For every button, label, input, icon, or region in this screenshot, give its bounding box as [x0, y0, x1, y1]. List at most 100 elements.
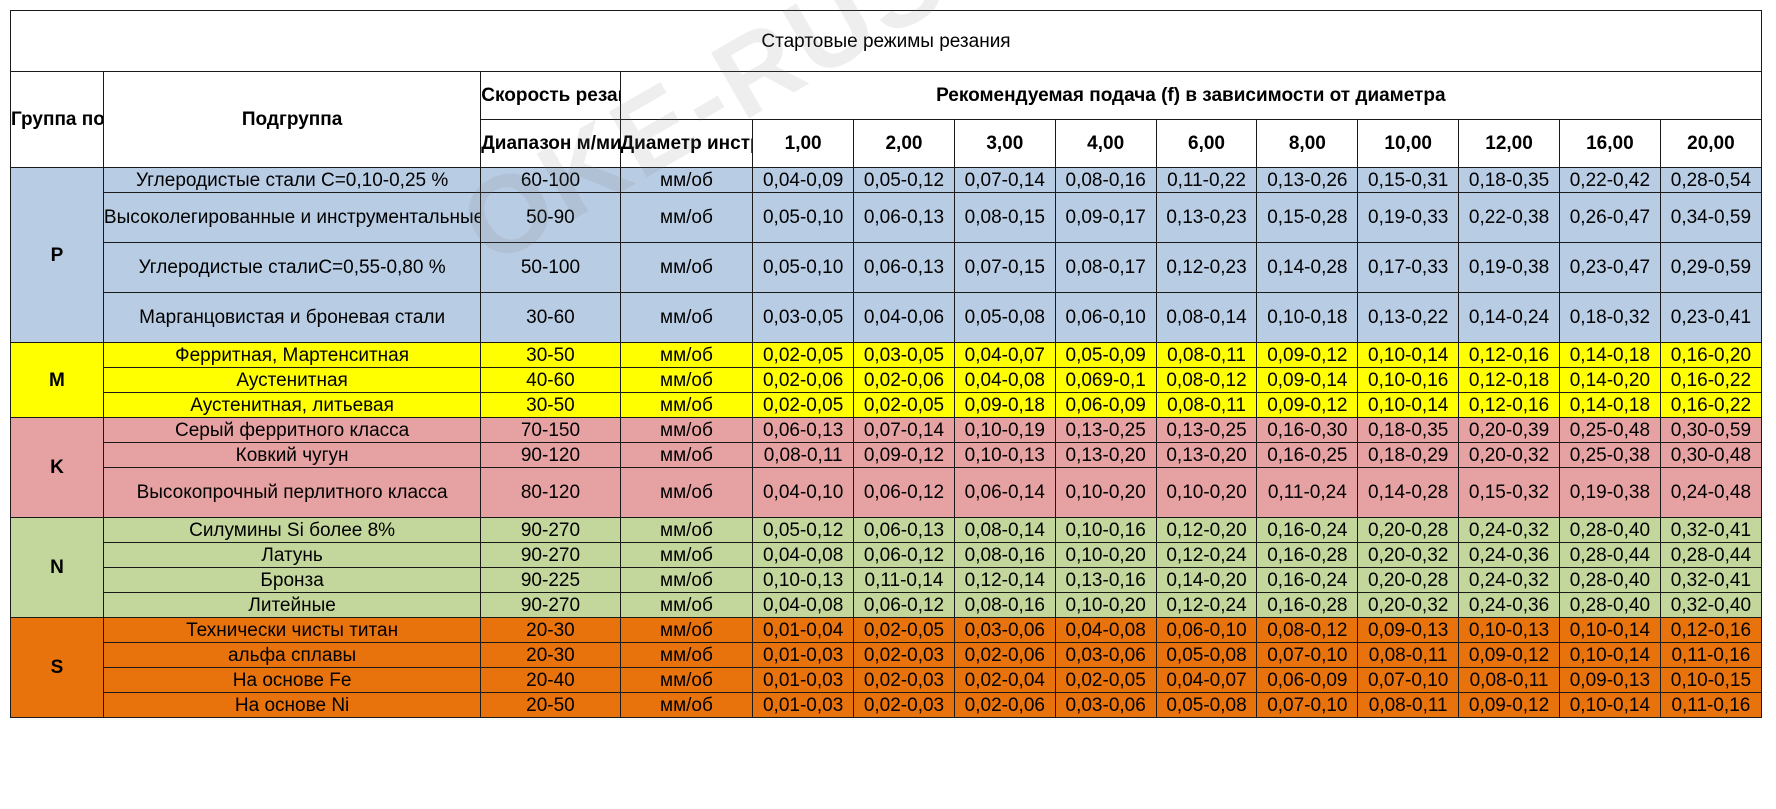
- feed-cell: 0,04-0,07: [953, 342, 1056, 368]
- speed-range-cell: 90-270: [480, 592, 621, 618]
- unit-cell: мм/об: [619, 367, 754, 393]
- feed-cell: 0,11-0,14: [853, 567, 955, 593]
- feed-cell: 0,13-0,26: [1256, 167, 1359, 193]
- table-row: Аустенитная, литьевая 30-50 мм/об 0,02-0,05…: [11, 392, 1763, 418]
- feed-cell: 0,08-0,16: [953, 542, 1056, 568]
- feed-cell: 0,14-0,20: [1155, 567, 1258, 593]
- feed-cell: 0,09-0,12: [853, 442, 955, 468]
- header-subgroup: Подгруппа: [102, 71, 482, 168]
- unit-cell: мм/об: [619, 442, 754, 468]
- feed-cell: 0,19-0,38: [1458, 242, 1560, 293]
- feed-cell: 0,06-0,13: [853, 242, 955, 293]
- cutting-modes-sheet: Стартовые режимы резания Группа по ISO П…: [10, 10, 1763, 718]
- feed-cell: 0,08-0,15: [953, 192, 1056, 243]
- speed-range-cell: 30-50: [480, 392, 621, 418]
- table-row: Углеродистые сталиC=0,55-0,80 % 50-100 мм/…: [11, 242, 1763, 293]
- speed-range-cell: 90-225: [480, 567, 621, 593]
- feed-cell: 0,24-0,36: [1458, 542, 1560, 568]
- header-row-2: Диапазон м/мин Диаметр инструмента 1,002…: [11, 119, 1763, 168]
- feed-cell: 0,24-0,36: [1458, 592, 1560, 618]
- feed-cell: 0,14-0,28: [1357, 467, 1460, 518]
- table-row: N Силумины Si более 8% 90-270 мм/об 0,05-0,1…: [10, 517, 1763, 618]
- feed-cell: 0,12-0,23: [1155, 242, 1258, 293]
- feed-cell: 0,10-0,13: [1458, 617, 1560, 643]
- header-diameter-1: 1,00: [752, 119, 855, 168]
- feed-cell: 0,17-0,33: [1357, 242, 1460, 293]
- feed-cell: 0,25-0,38: [1558, 442, 1661, 468]
- table-row: Бронза 90-225 мм/об 0,10-0,13 0,11-0,14 0,12-…: [11, 567, 1763, 593]
- unit-cell: мм/об: [619, 392, 754, 418]
- feed-cell: 0,13-0,20: [1155, 442, 1258, 468]
- feed-cell: 0,06-0,12: [853, 467, 955, 518]
- subgroup-cell: Углеродистые сталиC=0,55-0,80 %: [102, 242, 482, 293]
- feed-cell: 0,12-0,24: [1155, 592, 1258, 618]
- feed-cell: 0,12-0,16: [1458, 342, 1560, 368]
- feed-cell: 0,06-0,13: [752, 417, 855, 443]
- subgroup-cell: Высокопрочный перлитного класса: [102, 467, 482, 518]
- unit-cell: мм/об: [619, 667, 754, 693]
- feed-cell: 0,11-0,16: [1659, 642, 1763, 668]
- feed-cell: 0,28-0,40: [1558, 517, 1661, 543]
- table-row: Литейные 90-270 мм/об 0,04-0,08 0,06-0,12 0,0…: [11, 592, 1763, 618]
- feed-cell: 0,10-0,18: [1256, 292, 1359, 343]
- unit-cell: мм/об: [619, 517, 754, 543]
- feed-cell: 0,11-0,16: [1659, 692, 1763, 718]
- iso-group-m: M: [10, 342, 104, 418]
- subgroup-cell: Углеродистые стали C=0,10-0,25 %: [102, 167, 482, 193]
- feed-cell: 0,08-0,11: [1155, 342, 1258, 368]
- feed-cell: 0,04-0,06: [853, 292, 955, 343]
- unit-cell: мм/об: [619, 167, 754, 193]
- feed-cell: 0,08-0,16: [953, 592, 1056, 618]
- feed-cell: 0,20-0,28: [1357, 517, 1460, 543]
- unit-cell: мм/об: [619, 692, 754, 718]
- feed-cell: 0,03-0,05: [752, 292, 855, 343]
- subgroup-cell: Технически чисты титан: [102, 617, 482, 643]
- feed-cell: 0,05-0,10: [752, 242, 855, 293]
- feed-cell: 0,30-0,48: [1659, 442, 1763, 468]
- speed-range-cell: 20-40: [480, 667, 621, 693]
- feed-cell: 0,06-0,13: [853, 192, 955, 243]
- feed-cell: 0,24-0,32: [1458, 517, 1560, 543]
- unit-cell: мм/об: [619, 242, 754, 293]
- feed-cell: 0,10-0,16: [1357, 367, 1460, 393]
- feed-cell: 0,07-0,10: [1256, 642, 1359, 668]
- header-diameter-8: 12,00: [1458, 119, 1560, 168]
- feed-cell: 0,10-0,14: [1558, 692, 1661, 718]
- feed-cell: 0,02-0,03: [853, 642, 955, 668]
- feed-cell: 0,09-0,12: [1256, 392, 1359, 418]
- feed-cell: 0,20-0,32: [1357, 542, 1460, 568]
- header-diameter-10: 20,00: [1659, 119, 1763, 168]
- feed-cell: 0,16-0,28: [1256, 542, 1359, 568]
- feed-cell: 0,13-0,22: [1357, 292, 1460, 343]
- feed-cell: 0,13-0,23: [1155, 192, 1258, 243]
- feed-cell: 0,10-0,14: [1558, 617, 1661, 643]
- feed-cell: 0,16-0,22: [1659, 367, 1763, 393]
- feed-cell: 0,07-0,10: [1357, 667, 1460, 693]
- feed-cell: 0,03-0,06: [1054, 642, 1157, 668]
- header-range: Диапазон м/мин: [480, 119, 621, 168]
- feed-cell: 0,28-0,54: [1659, 167, 1763, 193]
- feed-cell: 0,07-0,10: [1256, 692, 1359, 718]
- header-iso-group: Группа по ISO: [10, 71, 104, 168]
- feed-cell: 0,12-0,14: [953, 567, 1056, 593]
- unit-cell: мм/об: [619, 342, 754, 368]
- subgroup-cell: Серый ферритного класса: [102, 417, 482, 443]
- feed-cell: 0,10-0,20: [1054, 592, 1157, 618]
- feed-cell: 0,09-0,14: [1256, 367, 1359, 393]
- table-row: K Серый ферритного класса 70-150 мм/об 0,06-…: [10, 417, 1763, 518]
- feed-cell: 0,08-0,17: [1054, 242, 1157, 293]
- feed-cell: 0,29-0,59: [1659, 242, 1763, 293]
- feed-cell: 0,26-0,47: [1558, 192, 1661, 243]
- feed-cell: 0,07-0,15: [953, 242, 1056, 293]
- feed-cell: 0,12-0,20: [1155, 517, 1258, 543]
- header-feed-title: Рекомендуемая подача (f) в зависимости о…: [619, 71, 1763, 120]
- subgroup-cell: Бронза: [102, 567, 482, 593]
- unit-cell: мм/об: [619, 542, 754, 568]
- feed-cell: 0,25-0,48: [1558, 417, 1661, 443]
- feed-cell: 0,01-0,03: [752, 667, 855, 693]
- speed-range-cell: 20-30: [480, 642, 621, 668]
- feed-cell: 0,15-0,31: [1357, 167, 1460, 193]
- feed-cell: 0,08-0,14: [1155, 292, 1258, 343]
- feed-cell: 0,34-0,59: [1659, 192, 1763, 243]
- feed-cell: 0,30-0,59: [1659, 417, 1763, 443]
